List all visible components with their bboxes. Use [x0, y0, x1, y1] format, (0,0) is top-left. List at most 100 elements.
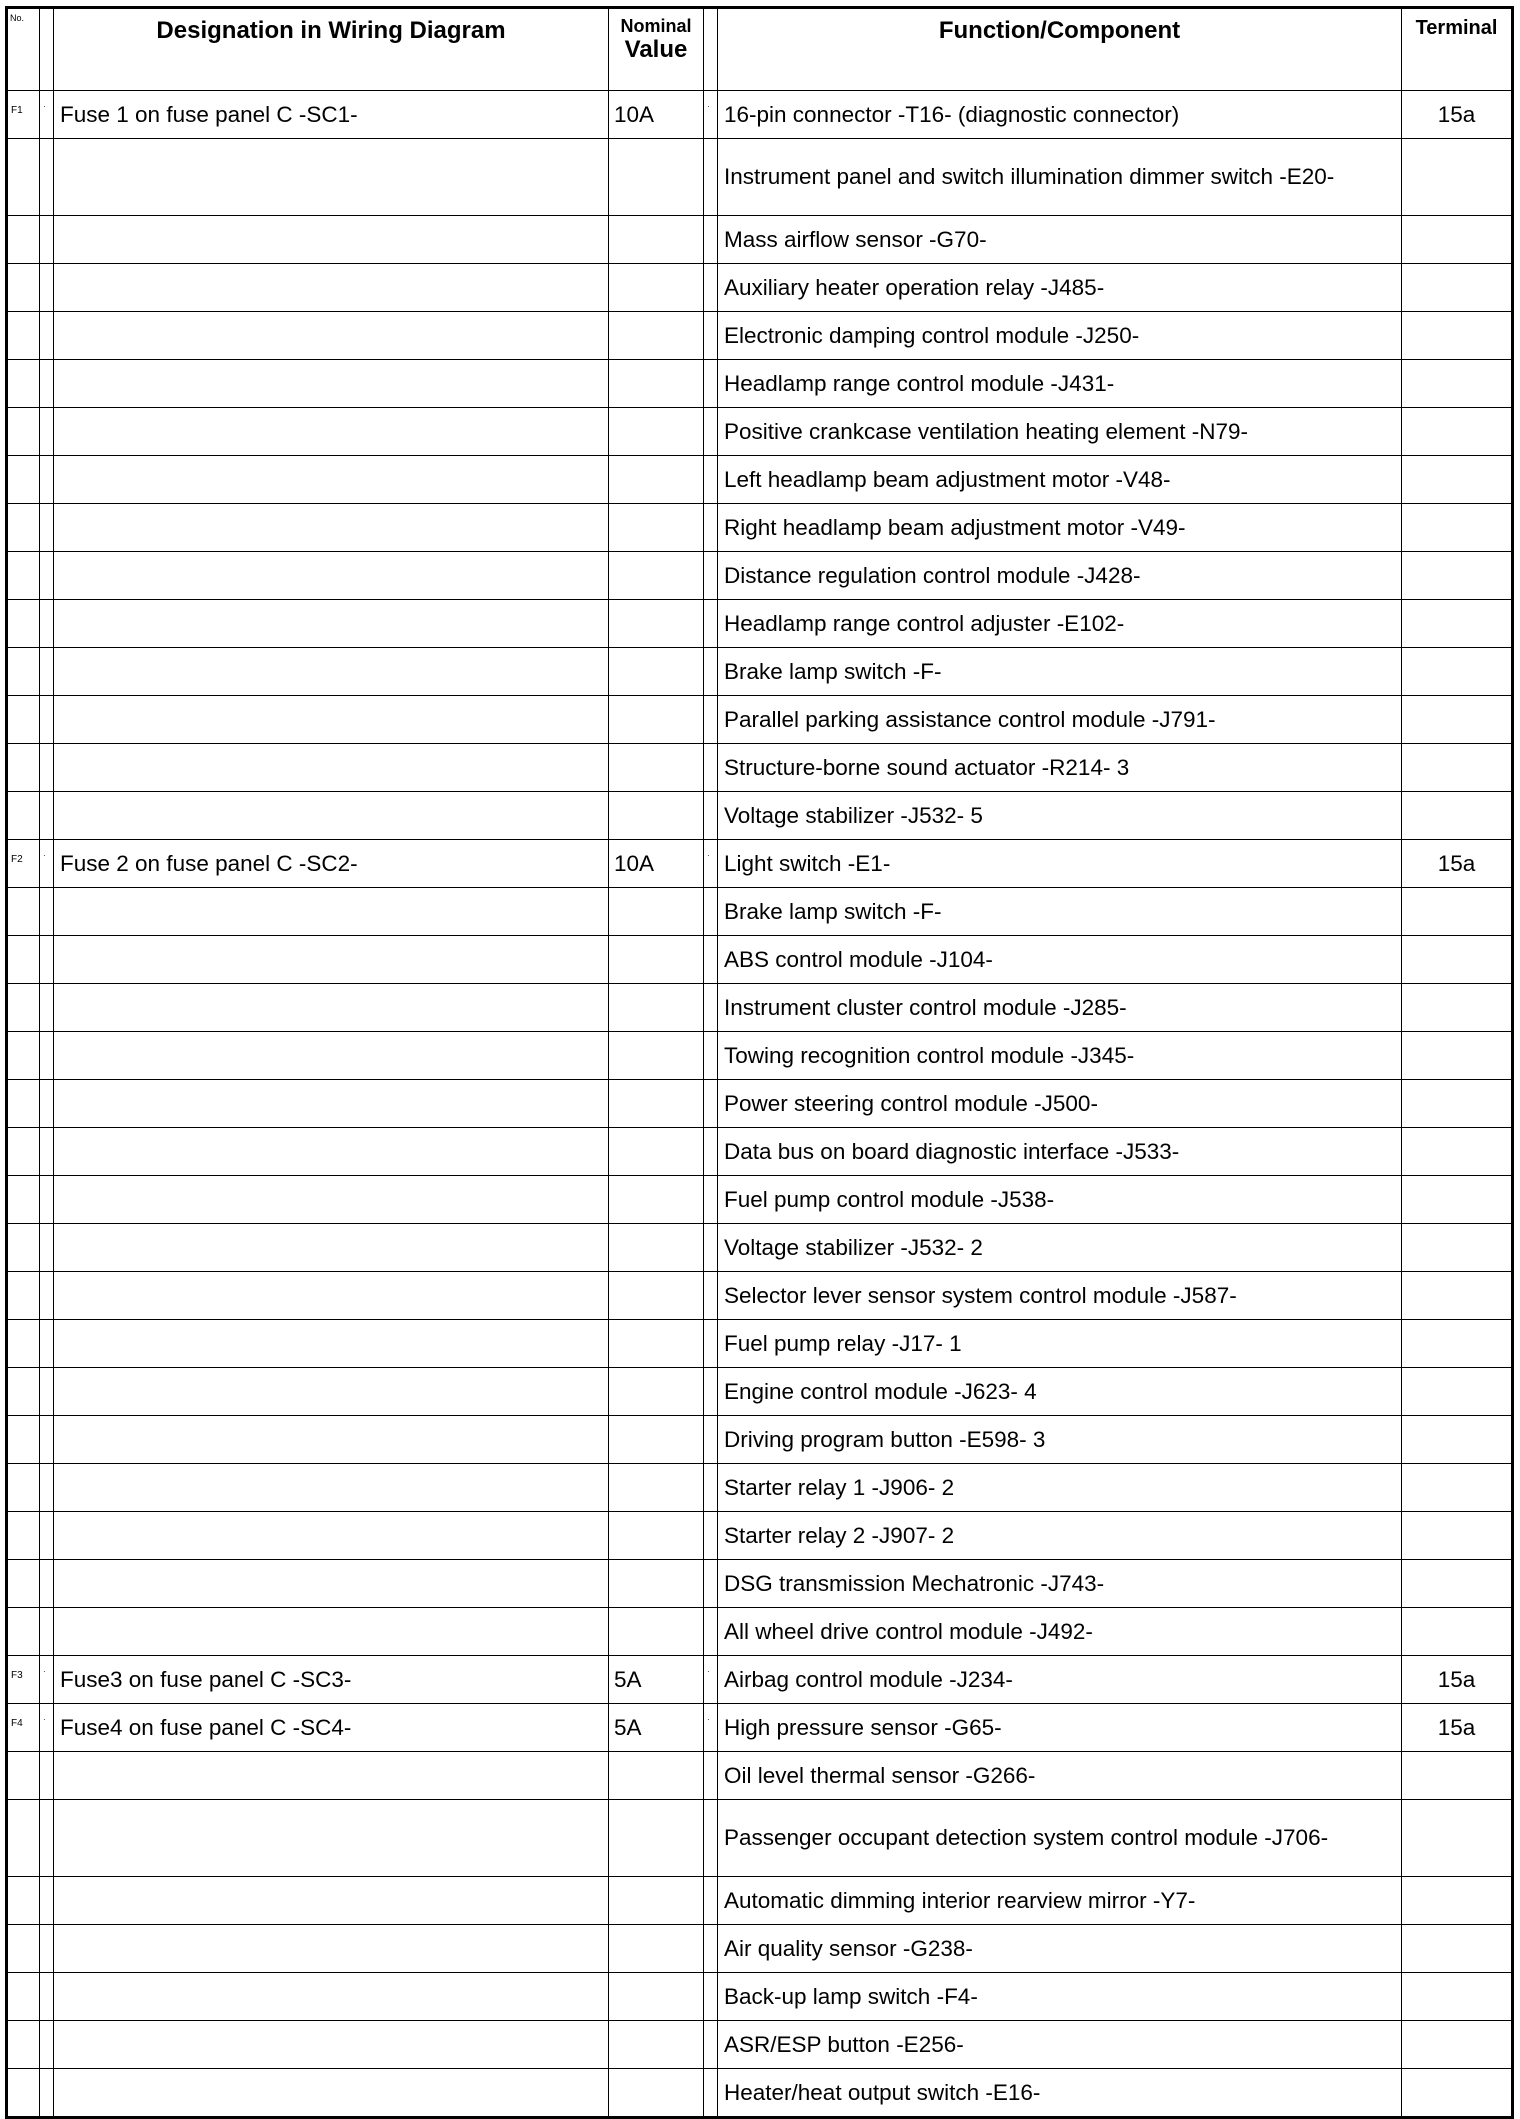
terminal-cell: [1401, 1415, 1513, 1464]
fuse-number: [6, 215, 40, 264]
spacer-cell: [703, 263, 718, 312]
nominal-value-cell: [608, 503, 704, 552]
nominal-value-cell: [608, 1271, 704, 1320]
terminal-cell: [1401, 1463, 1513, 1512]
nominal-value-cell: [608, 647, 704, 696]
nominal-value-cell: [608, 138, 704, 216]
spacer-cell: [39, 1751, 54, 1800]
designation-cell: [53, 1079, 609, 1128]
terminal-cell: [1401, 647, 1513, 696]
fuse-number: [6, 2068, 40, 2118]
terminal-cell: [1401, 695, 1513, 744]
spacer-cell: [39, 2020, 54, 2069]
header-spacer: [703, 7, 718, 91]
spacer-cell: ·: [703, 1703, 718, 1752]
spacer-cell: [39, 935, 54, 984]
fuse-number: [6, 1559, 40, 1608]
designation-cell: [53, 1559, 609, 1608]
table-row: Distance regulation control module -J428…: [6, 551, 1513, 600]
table-row: Data bus on board diagnostic interface -…: [6, 1127, 1513, 1176]
terminal-cell: 15a: [1401, 1655, 1513, 1704]
spacer-cell: [703, 1511, 718, 1560]
terminal-cell: [1401, 791, 1513, 840]
designation-cell: [53, 1319, 609, 1368]
function-cell: Headlamp range control module -J431-: [717, 359, 1402, 408]
function-cell: ABS control module -J104-: [717, 935, 1402, 984]
spacer-cell: [703, 887, 718, 936]
terminal-cell: [1401, 1319, 1513, 1368]
designation-cell: [53, 1799, 609, 1877]
fuse-number: [6, 887, 40, 936]
nominal-value-cell: [608, 1751, 704, 1800]
header-no: No.: [6, 7, 40, 91]
function-cell: Airbag control module -J234-: [717, 1655, 1402, 1704]
terminal-cell: [1401, 1972, 1513, 2021]
table-row: Selector lever sensor system control mod…: [6, 1271, 1513, 1320]
spacer-cell: ·: [703, 1655, 718, 1704]
nominal-value-cell: [608, 599, 704, 648]
table-row: DSG transmission Mechatronic -J743-: [6, 1559, 1513, 1608]
fuse-number: [6, 935, 40, 984]
header-nominal-value: Nominal Value: [608, 7, 704, 91]
nominal-value-cell: [608, 311, 704, 360]
terminal-cell: [1401, 599, 1513, 648]
designation-cell: [53, 1463, 609, 1512]
spacer-cell: [39, 311, 54, 360]
designation-cell: [53, 551, 609, 600]
spacer-cell: [703, 215, 718, 264]
fuse-number: F2: [6, 839, 40, 888]
fuse-number: [6, 1175, 40, 1224]
table-row: Towing recognition control module -J345-: [6, 1031, 1513, 1080]
spacer-cell: [703, 455, 718, 504]
terminal-cell: [1401, 1751, 1513, 1800]
spacer-cell: [39, 551, 54, 600]
terminal-cell: [1401, 551, 1513, 600]
spacer-cell: ·: [39, 1655, 54, 1704]
spacer-cell: [703, 1175, 718, 1224]
designation-cell: Fuse 2 on fuse panel C -SC2-: [53, 839, 609, 888]
nominal-value-cell: [608, 1079, 704, 1128]
terminal-cell: [1401, 311, 1513, 360]
nominal-value-cell: [608, 1367, 704, 1416]
terminal-cell: 15a: [1401, 90, 1513, 139]
spacer-cell: [39, 695, 54, 744]
designation-cell: Fuse 1 on fuse panel C -SC1-: [53, 90, 609, 139]
nominal-value-cell: [608, 1031, 704, 1080]
designation-cell: [53, 1415, 609, 1464]
designation-cell: [53, 983, 609, 1032]
spacer-cell: [703, 1223, 718, 1272]
terminal-cell: [1401, 1799, 1513, 1877]
nominal-value-cell: [608, 695, 704, 744]
fuse-number: [6, 359, 40, 408]
nominal-value-cell: [608, 935, 704, 984]
nominal-value-cell: [608, 1607, 704, 1656]
designation-cell: [53, 887, 609, 936]
terminal-cell: [1401, 1223, 1513, 1272]
header-row: No. Designation in Wiring Diagram Nomina…: [6, 7, 1513, 91]
table-row: Parallel parking assistance control modu…: [6, 695, 1513, 744]
table-row: Headlamp range control adjuster -E102-: [6, 599, 1513, 648]
terminal-cell: [1401, 887, 1513, 936]
function-cell: Passenger occupant detection system cont…: [717, 1799, 1402, 1877]
fuse-number: [6, 263, 40, 312]
spacer-cell: [39, 983, 54, 1032]
nominal-value-cell: [608, 263, 704, 312]
nominal-value-cell: [608, 1463, 704, 1512]
designation-cell: [53, 1367, 609, 1416]
spacer-cell: [703, 1415, 718, 1464]
spacer-cell: [39, 647, 54, 696]
function-cell: Air quality sensor -G238-: [717, 1924, 1402, 1973]
function-cell: Structure-borne sound actuator -R214- 3: [717, 743, 1402, 792]
spacer-cell: [703, 551, 718, 600]
designation-cell: [53, 2068, 609, 2118]
nominal-value-cell: [608, 743, 704, 792]
nominal-value-cell: [608, 1415, 704, 1464]
designation-cell: [53, 1175, 609, 1224]
spacer-cell: [703, 311, 718, 360]
spacer-cell: [703, 695, 718, 744]
fuse-number: [6, 1972, 40, 2021]
nominal-value-cell: [608, 359, 704, 408]
function-cell: Heater/heat output switch -E16-: [717, 2068, 1402, 2118]
designation-cell: [53, 138, 609, 216]
function-cell: Electronic damping control module -J250-: [717, 311, 1402, 360]
